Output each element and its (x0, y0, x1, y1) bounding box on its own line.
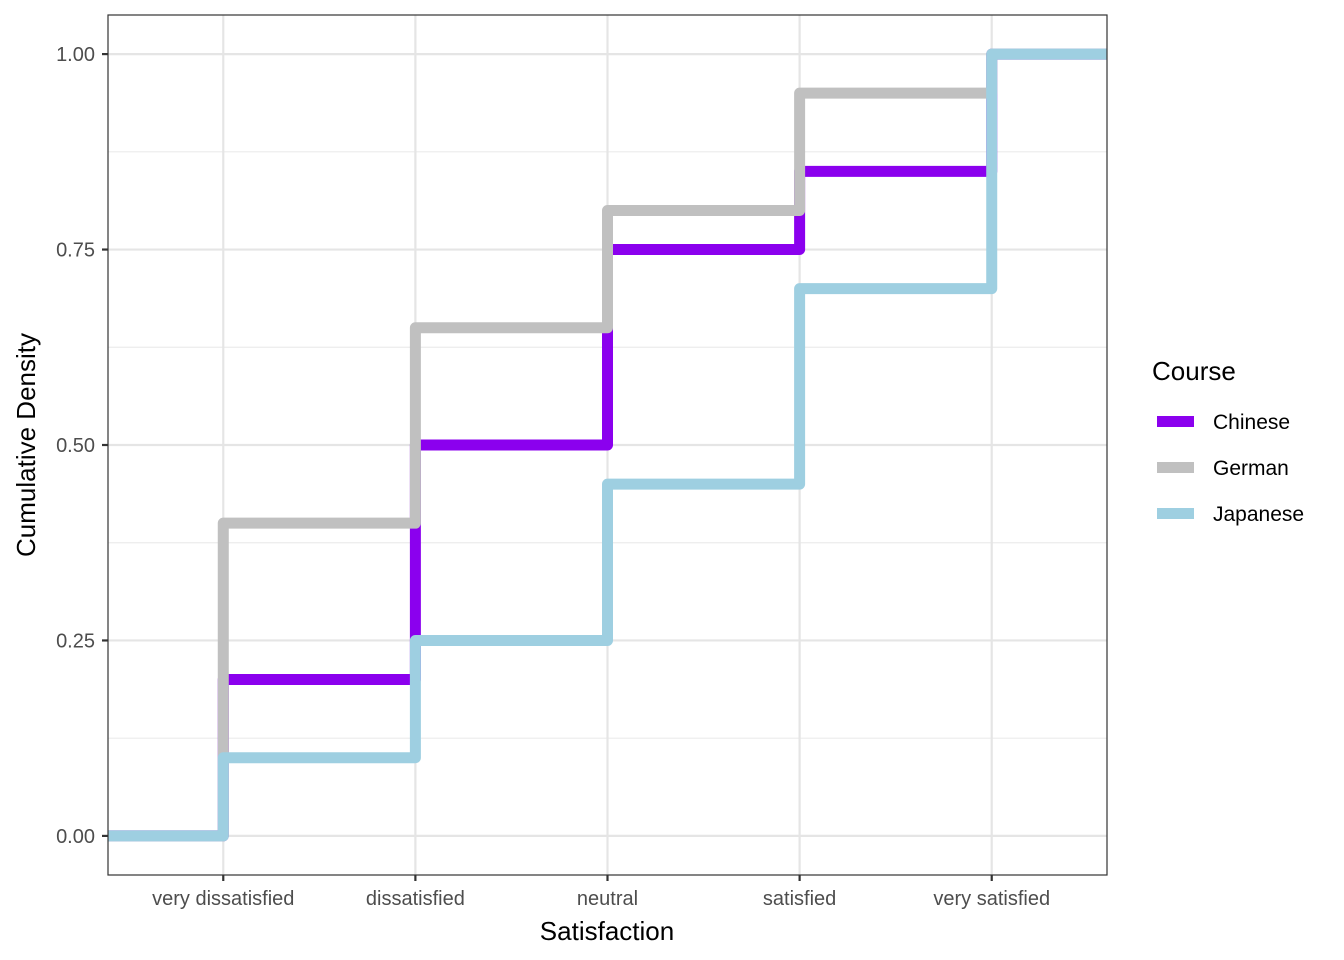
legend-swatch-chinese (1157, 416, 1194, 427)
x-tick-label: very satisfied (933, 888, 1050, 910)
series-lines (108, 48, 1107, 842)
legend-label-german: German (1213, 457, 1289, 480)
legend: Course Chinese German Japanese (1152, 356, 1304, 526)
y-tick-label: 0.50 (56, 435, 95, 457)
y-axis-title: Cumulative Density (11, 333, 41, 557)
y-tick-label: 0.00 (56, 826, 95, 848)
legend-label-japanese: Japanese (1213, 503, 1304, 526)
legend-swatch-japanese (1157, 508, 1194, 519)
x-tick-label: satisfied (763, 888, 836, 910)
y-tick-label: 1.00 (56, 44, 95, 66)
x-axis: very dissatisfied dissatisfied neutral sati… (152, 875, 1050, 910)
legend-title: Course (1152, 356, 1236, 386)
x-tick-label: very dissatisfied (152, 888, 294, 910)
x-axis-title: Satisfaction (540, 916, 674, 946)
y-tick-label: 0.75 (56, 240, 95, 262)
x-tick-label: dissatisfied (366, 888, 465, 910)
series-line-japanese (108, 48, 1107, 842)
x-tick-label: neutral (577, 888, 638, 910)
y-axis: 0.00 0.25 0.50 0.75 1.00 (56, 44, 108, 848)
legend-label-chinese: Chinese (1213, 411, 1290, 434)
legend-swatch-german (1157, 462, 1194, 473)
y-tick-label: 0.25 (56, 630, 95, 652)
